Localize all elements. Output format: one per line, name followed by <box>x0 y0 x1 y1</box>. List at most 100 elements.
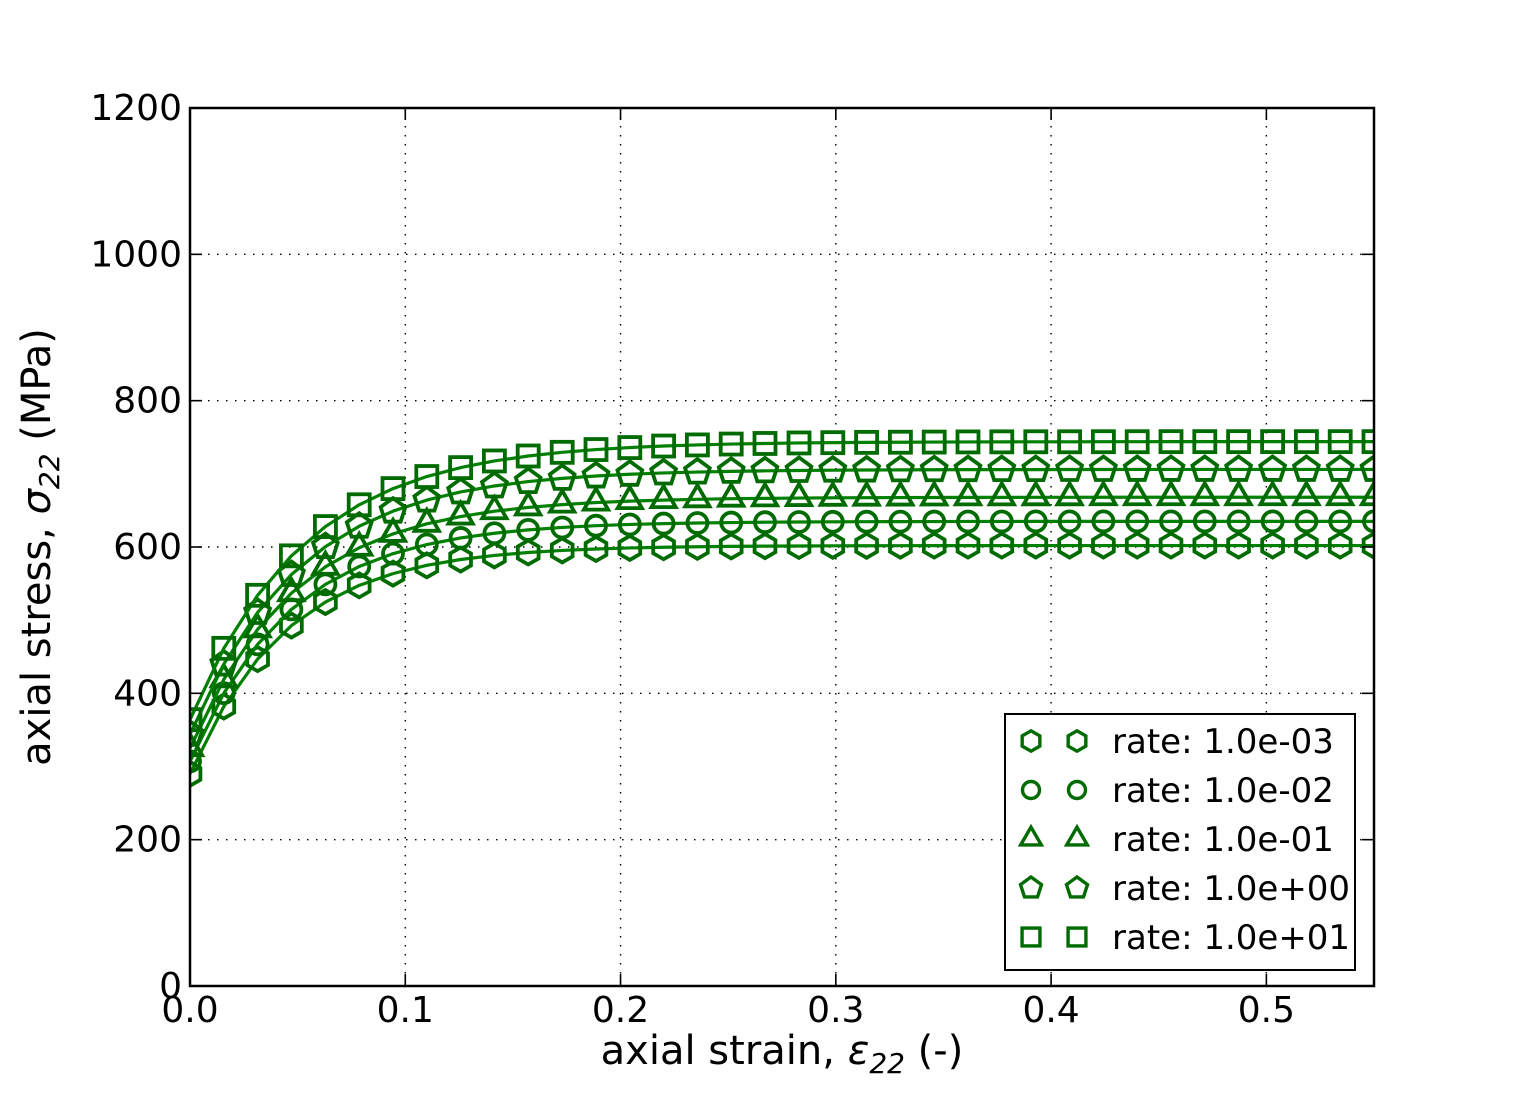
triangle-up-marker <box>1063 823 1091 847</box>
x-tick-label: 0.1 <box>377 990 434 1031</box>
circle-marker <box>1091 509 1116 534</box>
pentagon-marker <box>750 455 780 484</box>
pentagon-marker <box>1190 454 1220 482</box>
hexagon-marker <box>515 538 541 567</box>
triangle-up-marker <box>580 484 612 512</box>
series-layer <box>190 429 1374 789</box>
x-tick-label: 0.4 <box>1022 990 1079 1031</box>
circle-marker <box>1066 779 1088 801</box>
circle-marker <box>617 512 642 537</box>
square-marker <box>820 430 846 456</box>
hexagon-marker <box>1066 728 1088 754</box>
triangle-up-marker <box>918 479 950 507</box>
pentagon-marker <box>716 456 746 484</box>
circle-marker <box>1260 509 1285 534</box>
square-marker <box>1020 926 1042 948</box>
pentagon-marker <box>885 454 915 483</box>
ticks <box>189 107 1374 987</box>
pentagon-marker <box>682 456 712 485</box>
triangle-up-marker <box>411 506 443 533</box>
legend-label: rate: 1.0e-03 <box>1112 722 1334 762</box>
circle-marker <box>482 521 507 546</box>
circle-marker <box>685 511 710 535</box>
circle-marker <box>888 509 913 534</box>
hexagon-marker <box>989 531 1015 560</box>
legend-label: rate: 1.0e-01 <box>1112 820 1334 860</box>
hexagon-marker <box>1192 531 1218 560</box>
hexagon-marker <box>820 531 846 561</box>
circle-marker <box>820 509 845 534</box>
pentagon-marker <box>547 463 577 491</box>
circle-marker <box>854 509 879 534</box>
square-marker <box>1066 926 1088 948</box>
hexagon-marker <box>482 541 507 570</box>
triangle-up-marker <box>783 480 815 507</box>
square-marker <box>278 543 304 569</box>
legend: rate: 1.0e-03 rate: 1.0e-02 rate: 1.0e-01 r… <box>1004 713 1356 971</box>
triangle-up-marker <box>1257 479 1289 507</box>
triangle-up-marker <box>1121 479 1153 507</box>
triangle-up-marker <box>275 575 307 603</box>
pentagon-marker <box>581 460 611 489</box>
legend-label: rate: 1.0e-02 <box>1112 771 1334 811</box>
hexagon-marker <box>346 571 372 600</box>
hexagon-marker <box>414 551 440 580</box>
pentagon-marker <box>445 476 476 505</box>
x-axis-label: axial strain, ε22 (-) <box>601 1028 964 1080</box>
hexagon-marker <box>651 533 676 562</box>
pentagon-marker <box>1064 874 1090 899</box>
pentagon-marker <box>818 454 848 483</box>
triangle-up-marker <box>952 479 984 507</box>
hexagon-marker <box>955 531 981 560</box>
square-marker <box>211 635 237 661</box>
square-marker <box>1226 429 1251 455</box>
triangle-up-marker <box>1020 479 1052 507</box>
hexagon-marker <box>1226 531 1251 560</box>
circle-marker <box>550 515 575 540</box>
circle-marker <box>1057 509 1082 534</box>
square-marker <box>1158 429 1184 455</box>
triangle-up-marker <box>1087 479 1119 507</box>
pentagon-marker <box>1223 454 1254 482</box>
hexagon-marker <box>1158 531 1184 560</box>
y-tick-label: 0 <box>159 966 182 1007</box>
square-marker <box>1260 429 1286 455</box>
pentagon-marker <box>784 455 814 483</box>
triangle-up-marker <box>309 549 341 576</box>
square-marker <box>515 443 541 469</box>
square-marker <box>549 439 575 465</box>
circle-marker <box>1362 509 1374 534</box>
hexagon-marker <box>888 531 913 560</box>
square-marker <box>346 492 372 518</box>
x-tick-label: 0.0 <box>161 990 218 1031</box>
circle-marker <box>448 526 473 550</box>
pentagon-marker <box>1122 454 1152 482</box>
hexagon-marker <box>752 531 778 561</box>
circle-marker <box>516 517 541 542</box>
y-tick-label: 600 <box>113 527 182 568</box>
square-marker <box>448 455 473 481</box>
square-marker <box>921 429 947 455</box>
legend-label: rate: 1.0e+01 <box>1112 918 1350 958</box>
y-tick-label: 1200 <box>90 88 182 129</box>
series-rate-1-0e-01 <box>190 479 1374 758</box>
series-line <box>190 519 1374 763</box>
y-tick-label: 400 <box>113 673 182 714</box>
square-marker <box>1057 429 1083 455</box>
circle-marker <box>956 509 980 534</box>
legend-item: rate: 1.0e-02 <box>1020 771 1334 811</box>
square-marker <box>1192 429 1218 455</box>
hexagon-marker <box>617 533 643 563</box>
series-rate-1-0e-00 <box>190 454 1374 747</box>
square-marker <box>1023 429 1049 455</box>
pentagon-marker <box>1291 454 1322 482</box>
triangle-up-marker <box>851 479 883 507</box>
circle-marker <box>787 510 811 534</box>
triangle-up-marker <box>648 482 680 510</box>
hexagon-marker <box>1023 531 1049 560</box>
triangle-up-marker <box>1155 479 1187 507</box>
hexagon-marker <box>1327 531 1353 560</box>
circle-marker <box>1328 509 1353 534</box>
circle-marker <box>1020 779 1042 801</box>
circle-marker <box>651 511 676 536</box>
